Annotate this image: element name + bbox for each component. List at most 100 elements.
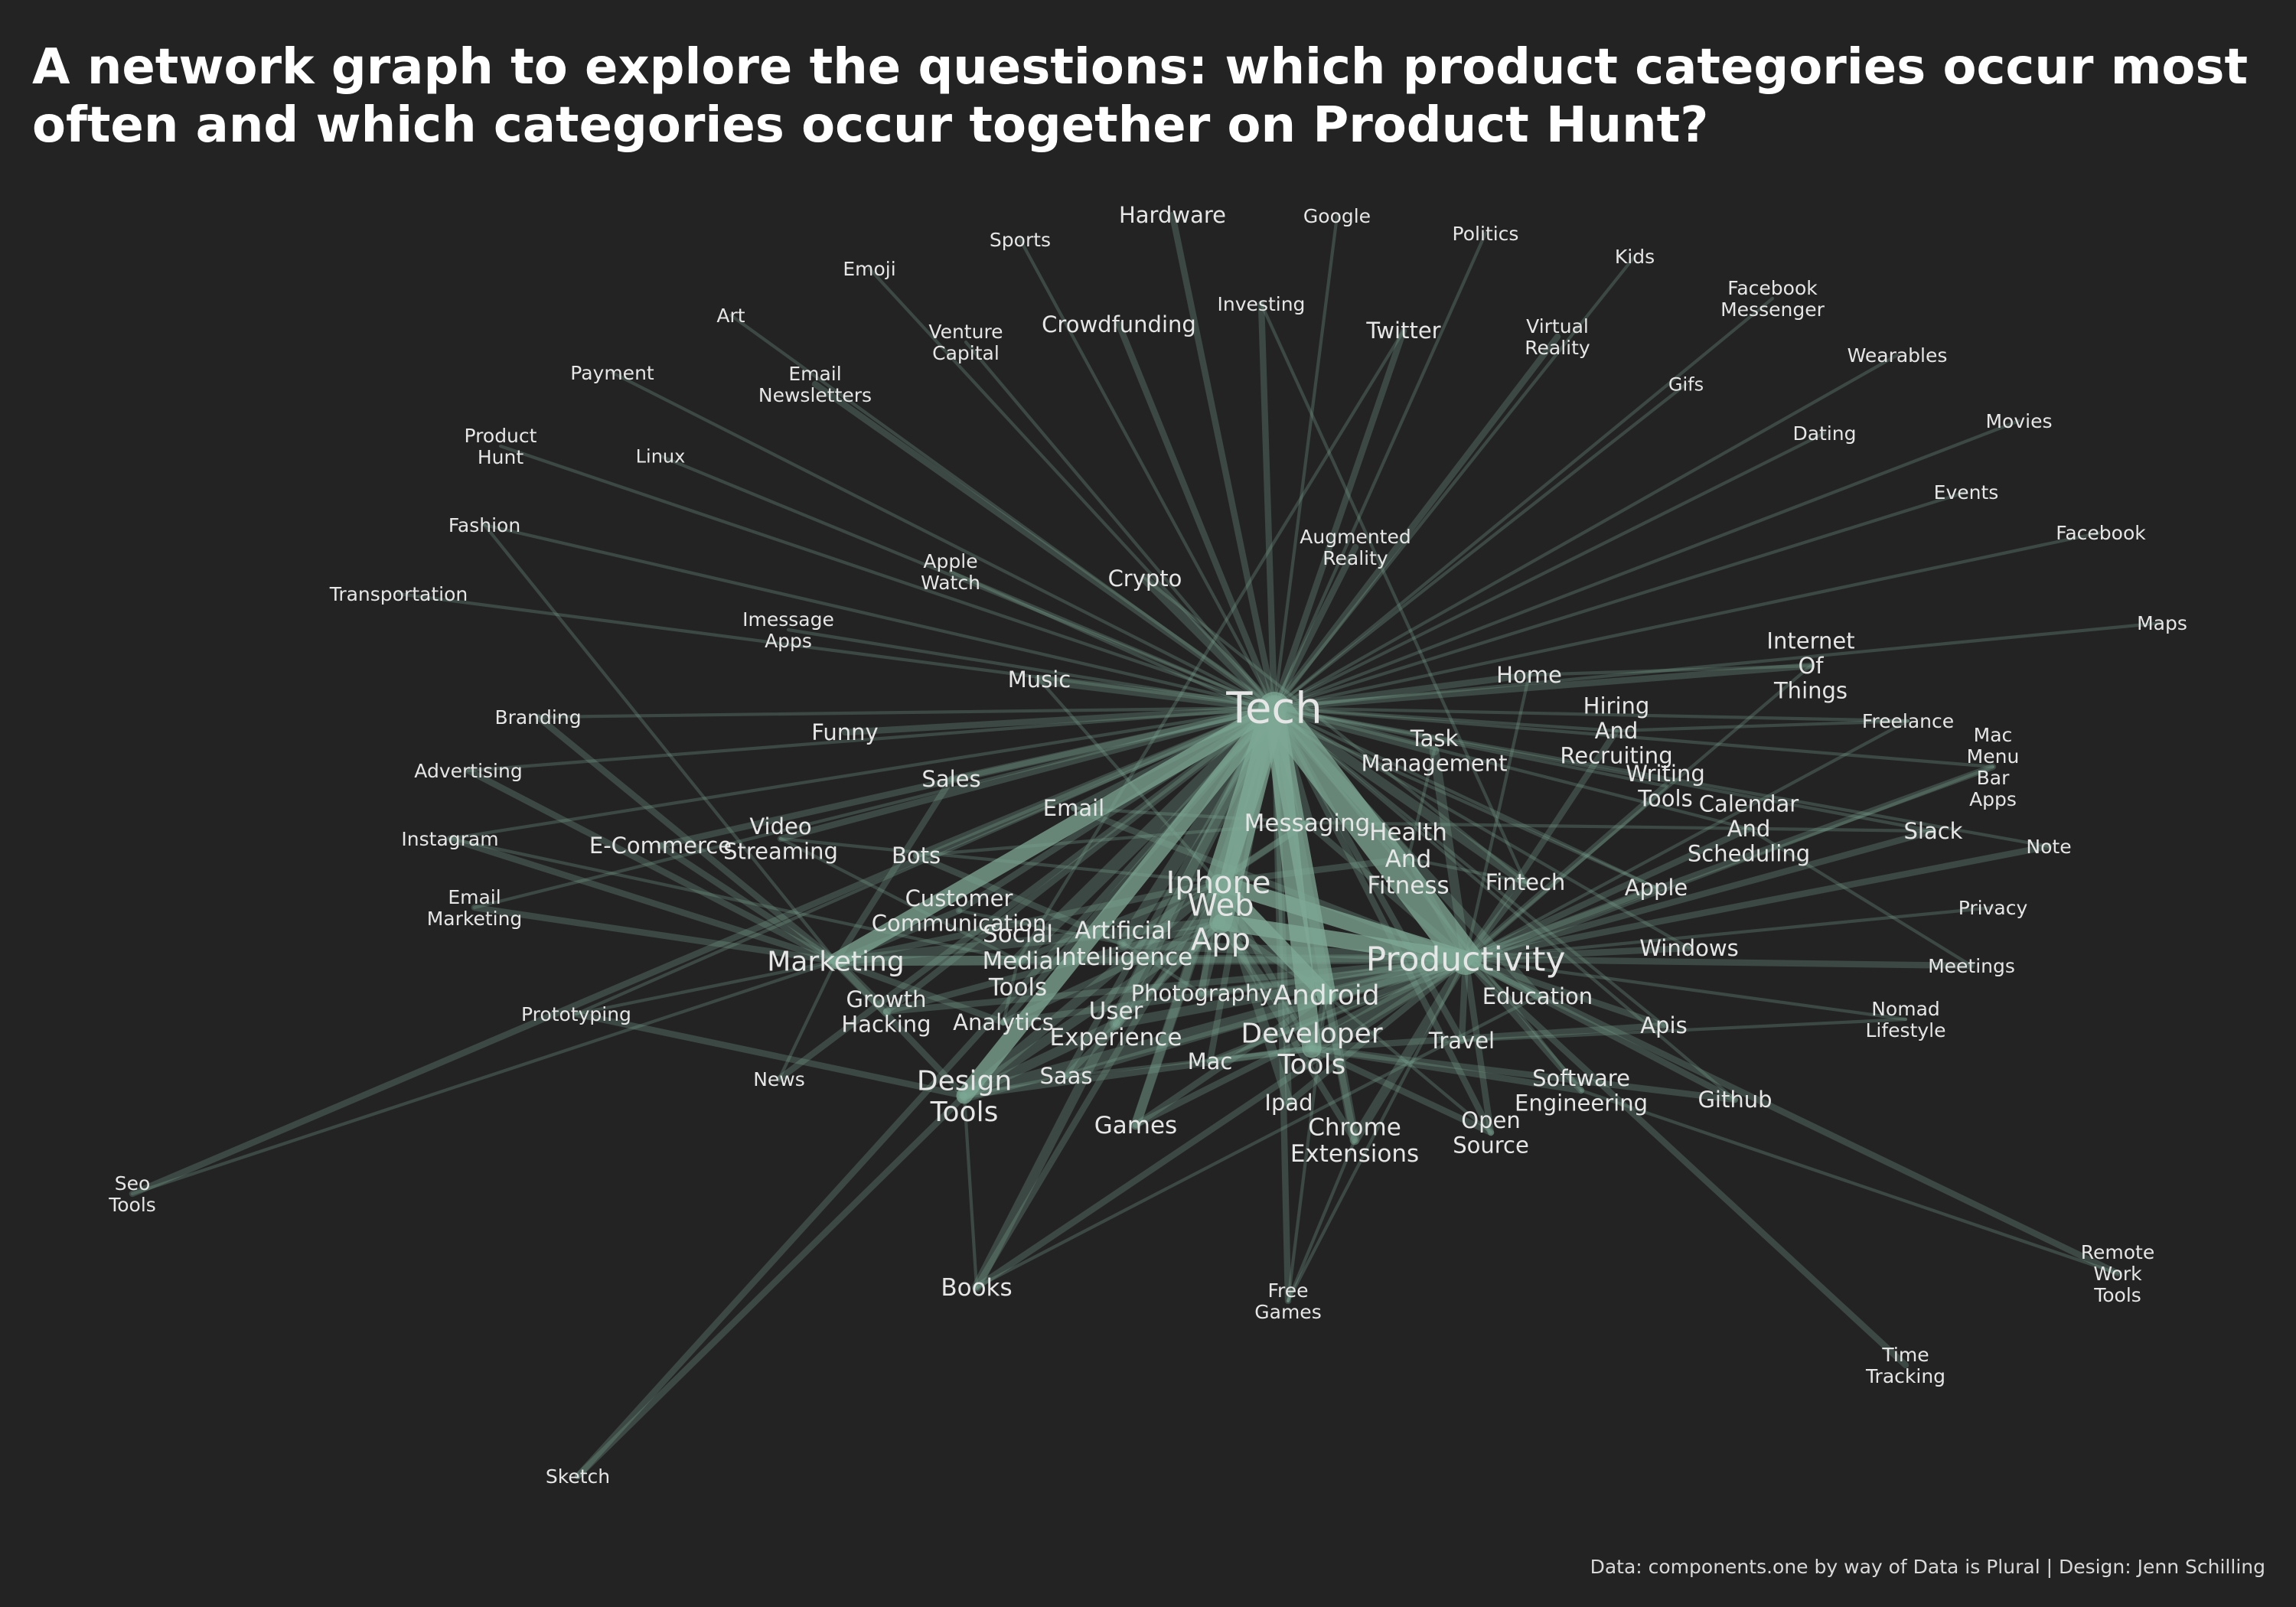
node-label-branding: Branding — [494, 706, 581, 729]
node-label-time-tracking: Time Tracking — [1865, 1344, 1945, 1387]
edge-iphone-video-streaming — [778, 836, 1221, 885]
node-label-line: Investing — [1218, 293, 1306, 315]
node-label-line: Email — [1043, 795, 1104, 821]
edge-tech-social-media-tools — [1011, 701, 1281, 967]
edge-tech-kids — [1272, 254, 1637, 710]
node-label-line: Tools — [108, 1194, 156, 1216]
node-label-line: Tools — [2093, 1284, 2141, 1306]
node-label-user-experience: User Experience — [1050, 997, 1182, 1051]
node-label-linux: Linux — [636, 445, 686, 467]
node-label-line: Music — [1008, 667, 1071, 693]
node-label-line: Reality — [1322, 547, 1388, 569]
node-label-home: Home — [1496, 662, 1562, 688]
edge-tech-health-and-fitness — [1267, 701, 1415, 865]
node-label-line: Wearables — [1848, 344, 1948, 367]
edge-productivity-chrome-extensions — [1349, 953, 1471, 1146]
node-label-venture-capital: Venture Capital — [928, 321, 1003, 364]
edge-artificial-intelligence-customer-communication — [957, 908, 1126, 946]
node-label-line: Work — [2093, 1263, 2142, 1285]
edge-tech-free-games — [1270, 704, 1292, 1305]
edge-web-app-growth-hacking — [882, 918, 1225, 1015]
node-label-line: Remote — [2081, 1241, 2154, 1263]
node-label-line: Newsletters — [758, 384, 872, 406]
node-label-emoji: Emoji — [843, 258, 895, 280]
edge-android-chrome-extensions — [1322, 991, 1358, 1144]
node-label-developer-tools: Developer Tools — [1241, 1018, 1382, 1080]
edge-tech-music — [1034, 674, 1280, 713]
node-label-line: Fashion — [448, 514, 520, 536]
edge-fintech-investing — [1259, 302, 1528, 885]
edge-productivity-travel — [1458, 955, 1469, 1045]
edge-productivity-email — [1070, 804, 1469, 963]
edge-tech-messaging — [1267, 701, 1314, 830]
node-label-facebook-messenger: Facebook Messenger — [1720, 277, 1825, 321]
edge-calendar-and-scheduling-meetings — [1746, 826, 1974, 968]
node-label-line: News — [753, 1068, 805, 1090]
edge-marketing-prototyping — [574, 959, 838, 1016]
node-label-line: Software — [1532, 1065, 1630, 1091]
edge-social-media-tools-twitter — [1016, 328, 1406, 963]
node-label-line: And — [1595, 718, 1639, 744]
node-label-artificial-intelligence: Artificial Intelligence — [1055, 917, 1192, 971]
edge-iphone-photography — [1198, 878, 1222, 997]
node-label-news: News — [753, 1068, 805, 1090]
edge-marketing-e-commerce — [657, 842, 840, 965]
node-label-line: Funny — [811, 719, 878, 745]
edge-tech-advertising — [466, 706, 1277, 773]
edge-productivity-time-tracking — [1462, 955, 1910, 1369]
edge-iphone-music — [1037, 677, 1221, 885]
edge-tech-seo-tools — [129, 704, 1278, 1198]
edge-developer-tools-saas — [1064, 1046, 1314, 1078]
edge-tech-hardware — [1169, 211, 1278, 712]
node-label-sketch: Sketch — [546, 1465, 610, 1488]
edge-tech-funny — [841, 704, 1278, 736]
edge-hiring-and-recruiting-freelance — [1614, 719, 1910, 733]
edge-productivity-free-games — [1286, 957, 1468, 1303]
node-label-line: Seo — [115, 1172, 151, 1195]
node-label-line: Tools — [1637, 785, 1692, 811]
node-label-line: Marketing — [427, 908, 523, 930]
node-label-email: Email — [1043, 795, 1104, 821]
edge-tech-sports — [1018, 237, 1277, 710]
node-label-line: Hardware — [1119, 202, 1226, 228]
edge-tech-education — [1269, 702, 1543, 1002]
edge-productivity-user-experience — [1110, 953, 1471, 1029]
node-label-line: Saas — [1039, 1063, 1092, 1089]
node-label-free-games: Free Games — [1254, 1279, 1321, 1323]
node-label-line: Transportation — [329, 583, 468, 605]
node-label-line: Developer — [1241, 1018, 1382, 1049]
edge-tech-marketing — [827, 699, 1283, 970]
edge-productivity-ipad — [1285, 955, 1469, 1107]
edge-productivity-task-management — [1429, 745, 1471, 964]
node-label-privacy: Privacy — [1958, 897, 2028, 919]
node-label-email-marketing: Email Marketing — [427, 886, 523, 930]
node-label-line: Crowdfunding — [1042, 311, 1196, 337]
node-label-calendar-and-scheduling: Calendar And Scheduling — [1688, 791, 1810, 867]
node-label-remote-work-tools: Remote Work Tools — [2081, 1241, 2154, 1306]
edge-developer-tools-github — [1308, 1045, 1739, 1103]
node-label-events: Events — [1934, 481, 1999, 504]
node-label-line: Streaming — [723, 838, 838, 864]
edge-tech-fashion — [482, 523, 1277, 710]
edge-education-books — [974, 994, 1540, 1289]
node-label-chrome-extensions: Chrome Extensions — [1290, 1113, 1419, 1168]
edge-tech-facebook-messenger — [1272, 296, 1775, 710]
edge-tech-hiring-and-recruiting — [1272, 706, 1619, 733]
edge-productivity-fintech — [1462, 878, 1529, 963]
node-label-line: Facebook — [2056, 522, 2146, 544]
node-label-line: Task — [1410, 725, 1459, 751]
node-label-line: Sports — [990, 229, 1051, 251]
edge-tech-facebook — [1272, 530, 2103, 710]
chart-title: A network graph to explore the questions… — [32, 38, 2252, 155]
edge-web-app-android — [1217, 918, 1330, 999]
edge-tech-google — [1272, 214, 1339, 710]
edge-productivity-note — [1462, 843, 2053, 963]
node-label-prototyping: Prototyping — [521, 1003, 631, 1025]
node-label-maps: Maps — [2137, 612, 2187, 634]
node-label-line: Mac — [1188, 1048, 1233, 1074]
node-label-line: Tools — [1277, 1049, 1346, 1081]
edge-productivity-books — [973, 955, 1469, 1291]
edge-tech-maps — [1272, 621, 2164, 710]
node-label-apple: Apple — [1625, 875, 1688, 901]
